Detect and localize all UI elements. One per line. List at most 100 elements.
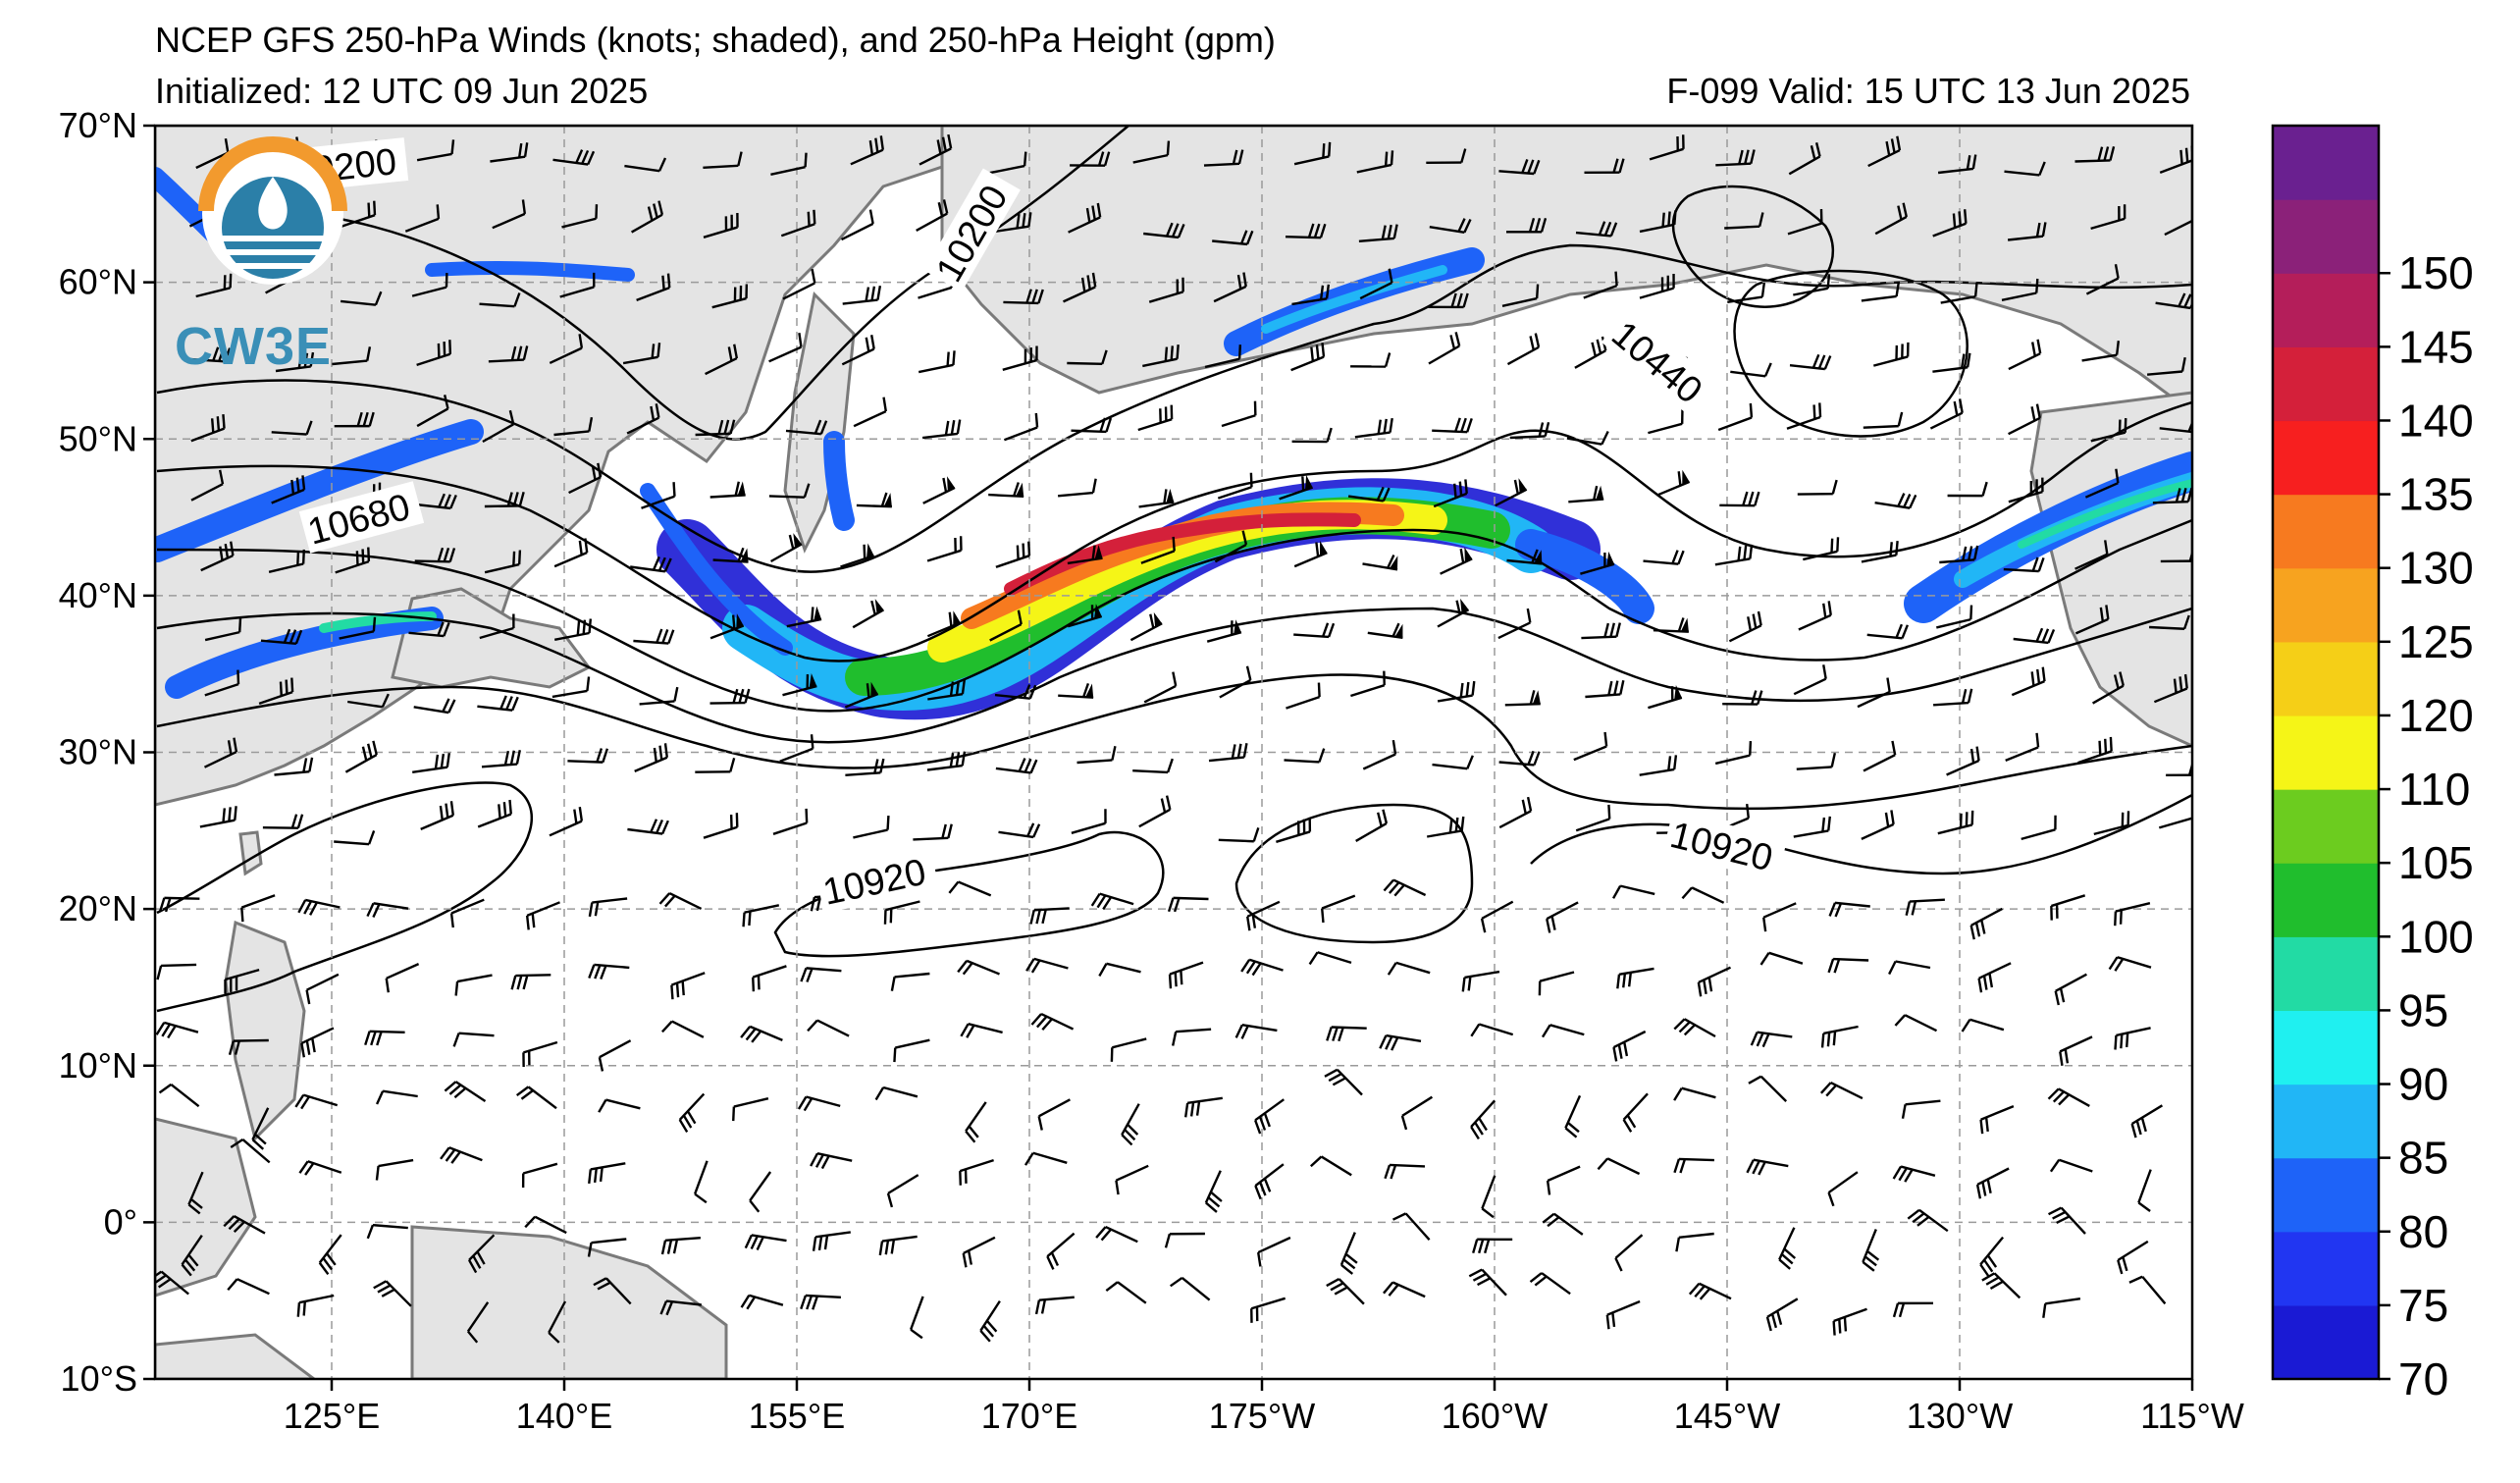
wind-barb <box>1564 1094 1582 1139</box>
colorbar-segment <box>2273 1231 2379 1306</box>
wind-barb <box>1387 961 1431 976</box>
wind-barb <box>1861 282 1901 302</box>
wind-barb <box>1504 690 1541 707</box>
wind-barb <box>1759 951 1804 966</box>
wind-barb <box>960 1023 1003 1038</box>
wind-barb <box>416 340 452 367</box>
wind-barb <box>189 346 232 363</box>
wind-barb <box>768 483 811 499</box>
wind-barb <box>807 1019 850 1037</box>
wind-barb <box>709 613 745 640</box>
wind-barb <box>810 1151 853 1170</box>
wind-barb <box>2114 902 2151 927</box>
wind-barb <box>467 1234 496 1274</box>
wind-barb <box>1071 417 1113 434</box>
wind-barb <box>1715 149 1756 167</box>
wind-barb <box>251 1107 270 1150</box>
wind-barb <box>1793 664 1827 696</box>
wind-barb <box>918 350 956 374</box>
colorbar-label: 135 <box>2398 469 2474 520</box>
wind-barb <box>2005 732 2040 763</box>
colorbar-segment <box>2273 1010 2379 1086</box>
wind-barb <box>634 743 669 773</box>
wind-barb <box>989 609 1023 642</box>
wind-barb <box>1291 427 1333 444</box>
wind-barb <box>1648 409 1684 435</box>
wind-barb <box>842 285 882 305</box>
wind-barb <box>886 1174 919 1208</box>
wind-barb <box>1168 961 1204 989</box>
wind-barb <box>2152 487 2192 504</box>
wind-barb <box>1867 135 1902 168</box>
wind-barb <box>593 1277 632 1305</box>
wind-barb <box>1714 741 1753 766</box>
wind-barb <box>548 1300 567 1344</box>
wind-barb <box>1940 282 1978 304</box>
wind-barb <box>1762 902 1797 932</box>
jet-alaska-streak-core <box>1261 265 1447 334</box>
wind-barb <box>375 1158 414 1181</box>
wind-barb <box>1046 1232 1076 1270</box>
wind-barb <box>1254 1163 1285 1200</box>
wind-barb <box>1140 536 1176 564</box>
lat-label: 70°N <box>59 105 137 145</box>
wind-barb <box>785 419 828 436</box>
wind-barb <box>2048 1206 2086 1235</box>
wind-barb <box>921 419 962 440</box>
colorbar-label: 120 <box>2398 690 2474 741</box>
wind-barb <box>2011 666 2046 697</box>
wind-barb <box>1206 619 1242 643</box>
wind-barb <box>1217 472 1253 500</box>
wind-barb <box>1324 1068 1363 1096</box>
wind-barb <box>1722 690 1763 706</box>
wind-barb <box>797 1095 841 1112</box>
wind-barb <box>1827 1171 1859 1207</box>
wind-barb <box>995 541 1031 568</box>
wind-barb <box>199 806 237 828</box>
wind-barb <box>709 688 751 705</box>
wind-barb <box>622 343 661 365</box>
wind-barb <box>1309 1155 1352 1177</box>
wind-barb <box>1643 550 1685 565</box>
wind-barb <box>1828 901 1870 918</box>
wind-barb <box>190 414 226 443</box>
wind-barb <box>1440 547 1473 575</box>
wind-barb <box>927 679 966 701</box>
wind-barb <box>1639 274 1675 299</box>
wind-barb <box>1284 748 1326 764</box>
wind-barb <box>1937 810 1974 835</box>
wind-barb <box>1566 431 1609 446</box>
wind-barb <box>2008 339 2042 371</box>
wind-barb <box>525 901 560 930</box>
wind-barb <box>364 1030 405 1046</box>
wind-barb <box>1728 610 1762 643</box>
wind-barb <box>588 897 628 918</box>
wind-barb <box>1673 1086 1716 1101</box>
wind-barb <box>1358 224 1398 242</box>
wind-barb <box>2137 1169 2152 1212</box>
wind-barb <box>2153 673 2188 704</box>
wind-barb <box>1697 966 1732 997</box>
wind-barb <box>414 547 456 563</box>
wind-barb <box>1874 493 1917 509</box>
wind-barb <box>1901 1099 1941 1119</box>
wind-barb <box>1612 1030 1647 1062</box>
wind-barb <box>1003 412 1039 442</box>
wind-barb <box>703 813 739 839</box>
wind-barb <box>2117 1240 2149 1275</box>
wind-barb <box>1506 217 1548 234</box>
wind-barb <box>344 740 378 773</box>
wind-barb <box>1575 221 1618 238</box>
lon-label: 170°E <box>981 1396 1077 1436</box>
lon-label: 125°E <box>284 1396 380 1436</box>
wind-barb <box>552 149 596 166</box>
wind-barb <box>1138 488 1175 508</box>
wind-barb <box>2004 161 2046 177</box>
wind-barb <box>1724 212 1764 230</box>
wind-barb <box>752 965 787 992</box>
wind-barb <box>959 1158 994 1186</box>
contour-10440 <box>156 400 2192 662</box>
wind-barb <box>770 533 803 563</box>
wind-barb <box>297 898 341 916</box>
wind-barb <box>1541 1024 1585 1038</box>
